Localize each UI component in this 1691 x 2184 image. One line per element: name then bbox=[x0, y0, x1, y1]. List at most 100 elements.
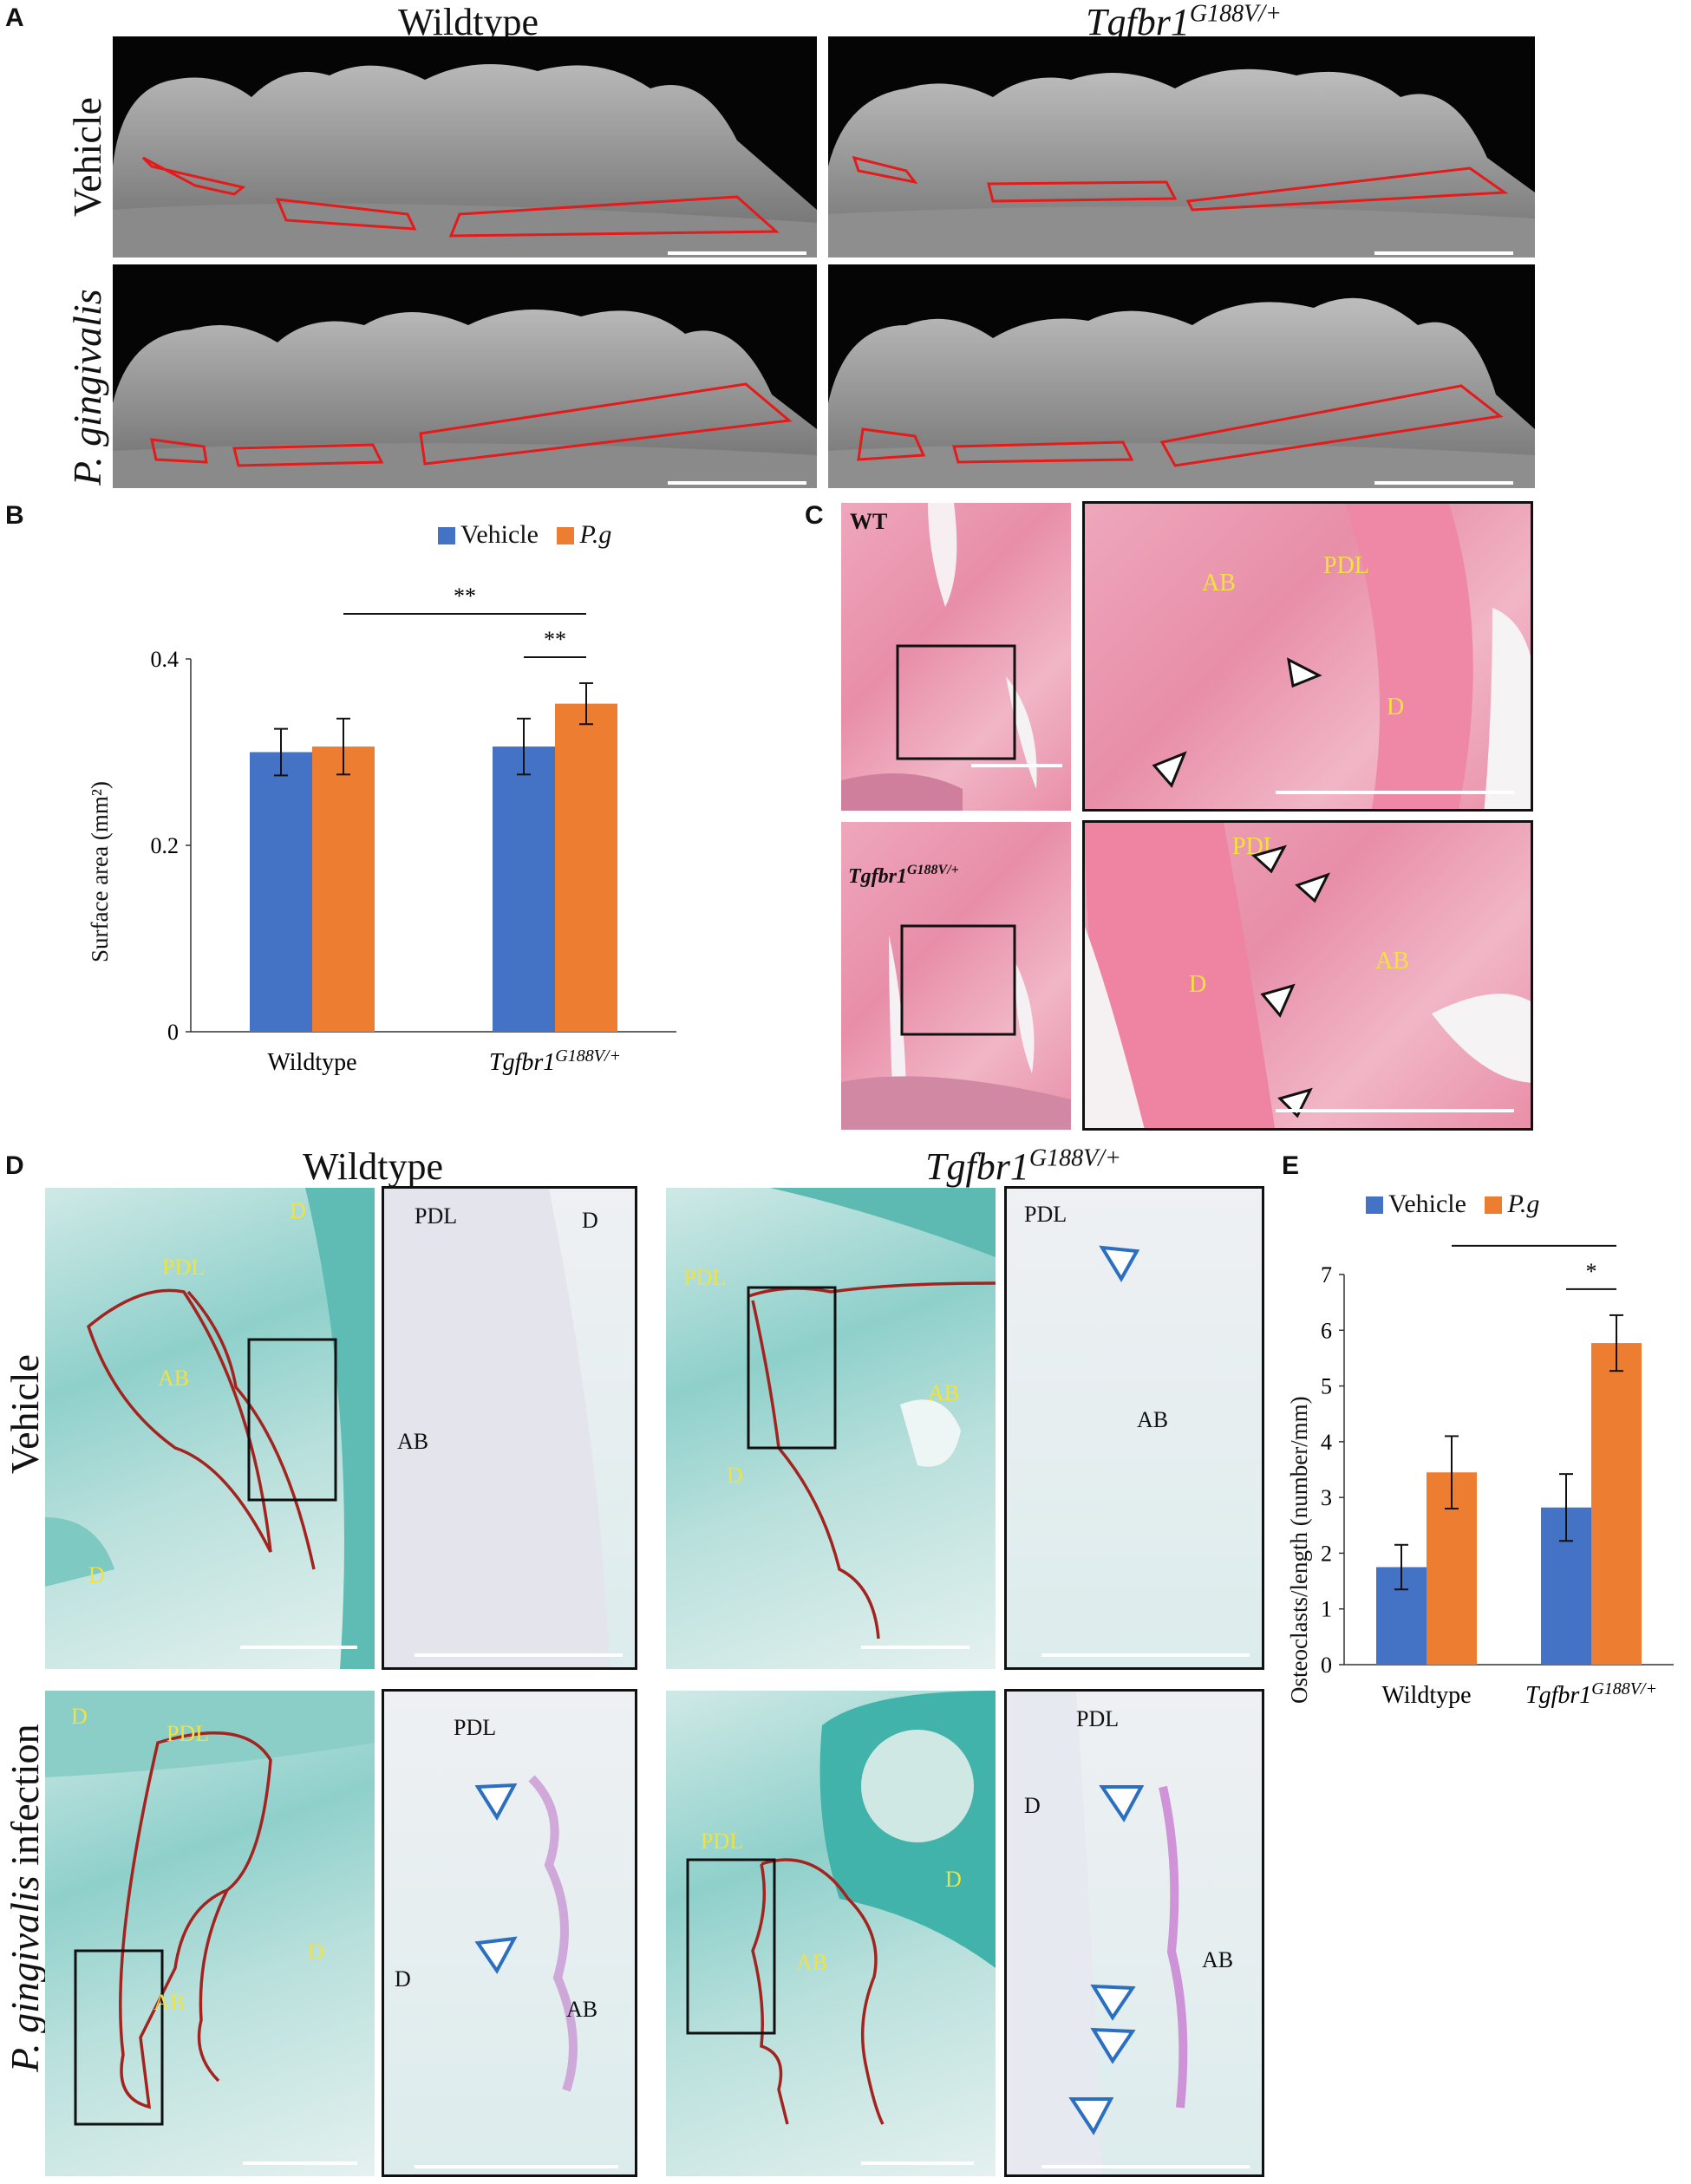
arrowhead-icon bbox=[1277, 1087, 1313, 1118]
panel-a-title-mutant: Tgfbr1G188V/+ bbox=[1086, 0, 1282, 43]
panel-d-row-infection: P. gingivalis infection bbox=[3, 1724, 47, 2072]
trap-wt-vehicle-overview: PDL D AB D bbox=[45, 1188, 375, 1669]
trap-mutant-vehicle-overview: PDL AB D bbox=[666, 1188, 996, 1669]
bar bbox=[1591, 1343, 1642, 1665]
label-ab: AB bbox=[153, 1990, 185, 2015]
panel-a-title-wildtype: Wildtype bbox=[398, 1, 539, 43]
trap-wt-pg-zoom: PDL D AB bbox=[382, 1689, 637, 2177]
legend-label-pg: P.g bbox=[579, 520, 612, 549]
arrowhead-icon bbox=[1068, 2097, 1114, 2135]
label-d: D bbox=[945, 1867, 962, 1892]
panel-d-title-wildtype: Wildtype bbox=[303, 1145, 443, 1188]
y-tick-label: 0 bbox=[1321, 1653, 1332, 1678]
label-pdl: PDL bbox=[1024, 1202, 1067, 1227]
he-mutant-zoom-d: D bbox=[1189, 971, 1206, 998]
chart-e-ylabel: Osteoclasts/length (number/mm) bbox=[1286, 1396, 1312, 1704]
arrowhead-icon bbox=[1152, 751, 1187, 788]
label-pdl: PDL bbox=[162, 1255, 205, 1280]
y-tick-label: 2 bbox=[1321, 1541, 1332, 1566]
he-wt-zoom-pdl: PDL bbox=[1323, 552, 1369, 579]
label-ab: AB bbox=[928, 1380, 959, 1405]
bar bbox=[312, 746, 375, 1032]
panel-label-b: B bbox=[5, 501, 24, 530]
chart-b-legend: Vehicle P.g bbox=[438, 520, 611, 550]
label-ab: AB bbox=[397, 1429, 428, 1454]
he-wt-overview: WT bbox=[841, 503, 1071, 811]
panel-a-row-pg: P. gingivalis bbox=[65, 289, 109, 486]
arrowhead-icon bbox=[1090, 1984, 1136, 2021]
label-d: D bbox=[395, 1966, 411, 1992]
panel-d-title-mutant: Tgfbr1G188V/+ bbox=[925, 1144, 1121, 1188]
bar bbox=[493, 746, 555, 1032]
he-mutant-label: Tgfbr1G188V/+ bbox=[848, 863, 959, 888]
microct-wildtype-pg bbox=[113, 264, 817, 488]
label-pdl: PDL bbox=[415, 1203, 457, 1229]
panel-label-c: C bbox=[805, 501, 824, 530]
he-mutant-zoom-ab: AB bbox=[1375, 948, 1409, 975]
label-ab: AB bbox=[796, 1950, 827, 1975]
chart-e-osteoclasts: 0 1 2 3 4 5 6 7 Wildtype Tgfbr1G188V/+ * * bbox=[1321, 1231, 1674, 1709]
label-d: D bbox=[308, 1940, 324, 1965]
arrowhead-icon bbox=[1099, 1245, 1140, 1282]
label-ab: AB bbox=[566, 1997, 597, 2022]
bar bbox=[555, 703, 617, 1032]
y-tick-label: 0.2 bbox=[151, 833, 180, 858]
label-pdl: PDL bbox=[166, 1721, 209, 1746]
arrowhead-icon bbox=[1090, 2027, 1136, 2064]
label-d: D bbox=[727, 1463, 743, 1488]
label-pdl: PDL bbox=[701, 1829, 743, 1854]
microct-mutant-vehicle bbox=[828, 36, 1535, 258]
legend-label-vehicle: Vehicle bbox=[1388, 1190, 1466, 1218]
y-tick-label: 7 bbox=[1321, 1262, 1332, 1288]
y-tick-label: 5 bbox=[1321, 1374, 1332, 1399]
legend-label-pg: P.g bbox=[1507, 1190, 1540, 1218]
arrowhead-icon bbox=[1287, 657, 1322, 688]
bar bbox=[250, 752, 312, 1032]
trap-wt-vehicle-zoom: PDL D AB bbox=[382, 1186, 637, 1670]
significance-label: * bbox=[1586, 1259, 1597, 1284]
arrowhead-icon bbox=[1295, 872, 1330, 903]
microct-mutant-pg bbox=[828, 264, 1535, 488]
he-mutant-overview: Tgfbr1G188V/+ bbox=[841, 822, 1071, 1130]
significance-label: * bbox=[1529, 1231, 1540, 1241]
y-tick-label: 1 bbox=[1321, 1597, 1332, 1622]
legend-swatch-vehicle bbox=[1366, 1196, 1383, 1214]
x-category-label: Wildtype bbox=[1381, 1682, 1471, 1709]
legend-swatch-pg bbox=[1485, 1196, 1503, 1214]
panel-d-row-vehicle: Vehicle bbox=[3, 1354, 47, 1474]
y-tick-label: 3 bbox=[1321, 1485, 1332, 1510]
label-ab: AB bbox=[1202, 1947, 1233, 1972]
trap-mutant-pg-overview: PDL D AB bbox=[666, 1691, 996, 2176]
label-d: D bbox=[71, 1704, 88, 1729]
x-category-label: Tgfbr1G188V/+ bbox=[1525, 1679, 1657, 1709]
panel-label-a: A bbox=[5, 3, 24, 32]
label-pdl: PDL bbox=[1076, 1706, 1119, 1731]
trap-mutant-pg-zoom: PDL D AB bbox=[1004, 1689, 1264, 2177]
legend-label-vehicle: Vehicle bbox=[460, 520, 539, 549]
arrowhead-icon bbox=[474, 1783, 518, 1821]
microct-wildtype-vehicle bbox=[113, 36, 817, 258]
label-d: D bbox=[88, 1562, 105, 1587]
he-wt-zoom-d: D bbox=[1387, 694, 1404, 720]
chart-e-legend: Vehicle P.g bbox=[1366, 1190, 1539, 1219]
trap-mutant-vehicle-zoom: PDL AB bbox=[1004, 1186, 1264, 1670]
trap-wt-pg-overview: D PDL D AB bbox=[45, 1691, 375, 2176]
arrowhead-icon bbox=[1250, 844, 1287, 874]
chart-b-surface-area: 0 0.2 0.4 Wildtype Tgfbr1G188V/+ ** ** bbox=[151, 583, 676, 1076]
label-d: D bbox=[582, 1208, 598, 1233]
significance-label: ** bbox=[544, 627, 566, 652]
label-d: D bbox=[1024, 1793, 1041, 1818]
arrowhead-icon bbox=[474, 1936, 518, 1974]
label-pdl: PDL bbox=[683, 1265, 726, 1290]
label-d: D bbox=[290, 1198, 306, 1223]
y-tick-label: 0 bbox=[167, 1020, 179, 1045]
panel-a-row-vehicle: Vehicle bbox=[65, 97, 109, 217]
significance-label: ** bbox=[454, 583, 476, 609]
he-wt-zoom: AB PDL D bbox=[1082, 501, 1533, 812]
arrowhead-icon bbox=[1099, 1785, 1145, 1822]
legend-swatch-vehicle bbox=[438, 527, 455, 544]
y-tick-label: 6 bbox=[1321, 1318, 1332, 1343]
panel-label-d: D bbox=[5, 1151, 24, 1180]
arrowhead-icon bbox=[1260, 983, 1296, 1018]
y-tick-label: 4 bbox=[1321, 1430, 1332, 1455]
